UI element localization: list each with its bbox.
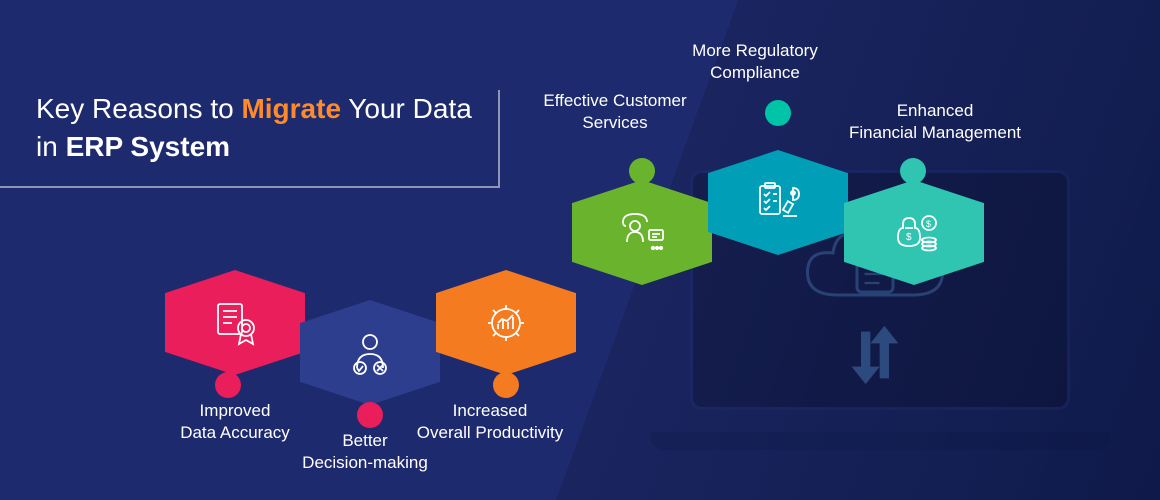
certificate-icon: [210, 298, 260, 348]
flow-node-1: [300, 300, 440, 405]
gear-chart-icon: [481, 298, 531, 348]
headset-icon: [617, 208, 667, 258]
checklist-gavel-icon: [753, 178, 803, 228]
flow-node-label-1: Better Decision-making: [302, 430, 428, 474]
flow-node-0: [165, 270, 305, 375]
flow-node-dot-5: [900, 158, 926, 184]
flow-node-2: [436, 270, 576, 375]
flow-node-dot-0: [215, 372, 241, 398]
flow-node-label-2: Increased Overall Productivity: [417, 400, 563, 444]
svg-text:$: $: [906, 232, 912, 243]
flow-node-dot-4: [765, 100, 791, 126]
flow-node-label-5: Enhanced Financial Management: [849, 100, 1021, 144]
person-check-icon: [345, 328, 395, 378]
flow-node-label-0: Improved Data Accuracy: [180, 400, 290, 444]
flow-node-label-4: More Regulatory Compliance: [692, 40, 818, 84]
flow-node-dot-3: [629, 158, 655, 184]
flow-node-3: [572, 180, 712, 285]
flow-node-dot-1: [357, 402, 383, 428]
money-icon: $$: [889, 208, 939, 258]
flow-node-dot-2: [493, 372, 519, 398]
svg-text:$: $: [926, 219, 931, 229]
flow-node-5: $$: [844, 180, 984, 285]
flow-node-label-3: Effective Customer Services: [543, 90, 686, 134]
flow-diagram: Improved Data Accuracy Better Decision-ma…: [0, 0, 1160, 500]
flow-node-4: [708, 150, 848, 255]
